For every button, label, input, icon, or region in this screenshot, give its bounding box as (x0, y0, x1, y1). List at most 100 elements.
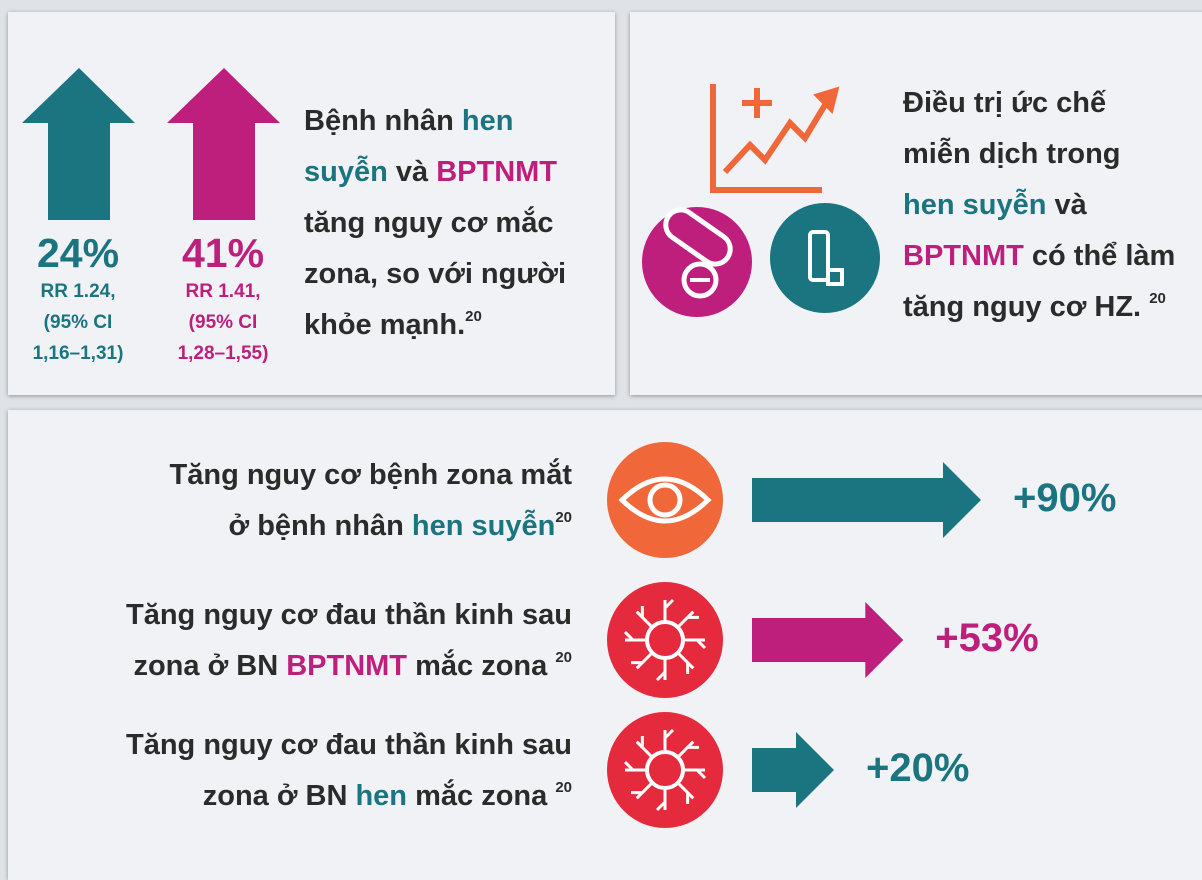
stat: 41% RR 1.41, (95% CI 1,28–1,55) (153, 230, 293, 369)
eye-icon (607, 442, 723, 558)
eye-iris (647, 482, 683, 518)
text-segment: suyễn (304, 156, 388, 188)
icon-circle (607, 582, 723, 698)
text-segment: mắc zona (407, 650, 556, 682)
stat-ci: (95% CI (43, 312, 113, 333)
stat-percent: 24% (36, 230, 120, 276)
pill-icon (642, 207, 752, 317)
text-line: BPTNMT có thể làm (903, 231, 1175, 282)
text-line: ở bệnh nhân hen suyễn20 (170, 501, 572, 552)
nerve-branch (631, 781, 654, 800)
text-block: Điều trị ức chế miễn dịch trong hen suyễn … (903, 78, 1175, 333)
stat: 24% RR 1.24, (95% CI 1,16–1,31) (8, 230, 148, 369)
text-line: suyễn và BPTNMT (304, 147, 566, 198)
text-line: Bệnh nhân hen (304, 96, 566, 147)
text-segment: khỏe mạnh. (304, 309, 466, 341)
reference: 20 (1149, 290, 1166, 307)
text-segment: mắc zona (407, 780, 556, 812)
nerve-branch (655, 658, 667, 682)
chart-icon (710, 84, 840, 193)
text-segment: có thể làm (1023, 240, 1176, 272)
text-segment: zona ở BN (202, 780, 356, 812)
text-segment: Điều trị ức chế (903, 87, 1107, 119)
text-segment: zona ở BN (133, 650, 287, 682)
risk-arrow (752, 602, 904, 678)
text-segment: BPTNMT (286, 650, 408, 682)
text-segment: BPTNMT (903, 240, 1024, 272)
text-line: zona ở BN BPTNMT mắc zona 20 (126, 641, 572, 692)
nerve-branch (676, 651, 695, 674)
text-line: miễn dịch trong (903, 129, 1175, 180)
text-segment: hen (355, 780, 408, 812)
icon-circle (607, 712, 723, 828)
text-block: Tăng nguy cơ đau thần kinh sau zona ở BN … (126, 720, 572, 822)
risk-value: +53% (935, 616, 1039, 660)
text-segment: tăng nguy cơ HZ. (903, 291, 1150, 323)
nerve-branch (631, 651, 654, 670)
nerve-icon (607, 582, 723, 698)
text-segment: ở bệnh nhân (228, 510, 412, 542)
nerve-branch (635, 606, 654, 629)
text-line: khỏe mạnh.20 (304, 300, 566, 351)
nerve-branch (623, 630, 647, 642)
up-arrow (167, 68, 280, 220)
icon-circle (607, 442, 723, 558)
text-segment: Tăng nguy cơ đau thần kinh sau (126, 599, 572, 631)
text-segment: và (387, 156, 437, 188)
text-segment: zona, so với người (304, 258, 567, 290)
nerve-branch (683, 638, 707, 650)
reference: 20 (555, 509, 572, 526)
nerve-branch (683, 768, 707, 780)
text-line: Tăng nguy cơ đau thần kinh sau (126, 590, 572, 641)
nerve-branch (623, 760, 647, 772)
text-segment: Bệnh nhân (304, 105, 462, 137)
risk-value: +90% (1013, 476, 1117, 520)
text-line: Tăng nguy cơ đau thần kinh sau (126, 720, 572, 771)
text-segment: hen suyễn (903, 189, 1047, 221)
text-segment: Tăng nguy cơ đau thần kinh sau (126, 729, 572, 761)
eye-outline (618, 476, 712, 524)
reference: 20 (555, 649, 572, 666)
text-line: hen suyễn và (903, 180, 1175, 231)
text-line: Điều trị ức chế (903, 78, 1175, 129)
risk-value: +20% (866, 746, 970, 790)
nerve-branch (635, 736, 654, 759)
stat-percent: 41% (181, 230, 265, 276)
nerve-branch (663, 598, 675, 622)
text-line: zona ở BN hen mắc zona 20 (126, 771, 572, 822)
nerve-branch (663, 728, 675, 752)
panel-risks (8, 410, 1202, 880)
stat-rr: RR 1.24, (40, 281, 116, 302)
reference: 20 (555, 779, 572, 796)
risk-arrow (752, 732, 834, 808)
inhaler-icon (770, 203, 880, 313)
text-segment: BPTNMT (436, 156, 558, 188)
stat-range: 1,28–1,55) (177, 343, 269, 364)
text-line: tăng nguy cơ mắc (304, 198, 566, 249)
text-block: Bệnh nhân hen suyễn và BPTNMT tăng nguy cơ… (304, 96, 566, 351)
text-block: Tăng nguy cơ đau thần kinh sau zona ở BN … (126, 590, 572, 692)
text-segment: hen suyễn (411, 510, 556, 542)
reference: 20 (465, 308, 482, 325)
stat-rr: RR 1.41, (185, 281, 261, 302)
nerve-branch (676, 610, 699, 629)
text-line: zona, so với người (304, 249, 566, 300)
panel-immunosuppression (630, 12, 1202, 395)
text-segment: Tăng nguy cơ bệnh zona mắt (169, 459, 572, 491)
up-arrow (22, 68, 135, 220)
text-segment: miễn dịch trong (903, 138, 1121, 170)
text-line: Tăng nguy cơ bệnh zona mắt (170, 450, 572, 501)
nerve-icon (607, 712, 723, 828)
text-line: tăng nguy cơ HZ. 20 (903, 282, 1175, 333)
nerve-branch (655, 788, 667, 812)
nerve-branch (676, 781, 695, 804)
text-segment: tăng nguy cơ mắc (304, 207, 554, 239)
text-segment: và (1046, 189, 1087, 221)
nerve-branch (676, 740, 699, 759)
risk-arrow (752, 462, 981, 538)
stat-ci: (95% CI (188, 312, 258, 333)
text-segment: hen (461, 105, 514, 137)
text-block: Tăng nguy cơ bệnh zona mắt ở bệnh nhân he… (170, 450, 572, 552)
